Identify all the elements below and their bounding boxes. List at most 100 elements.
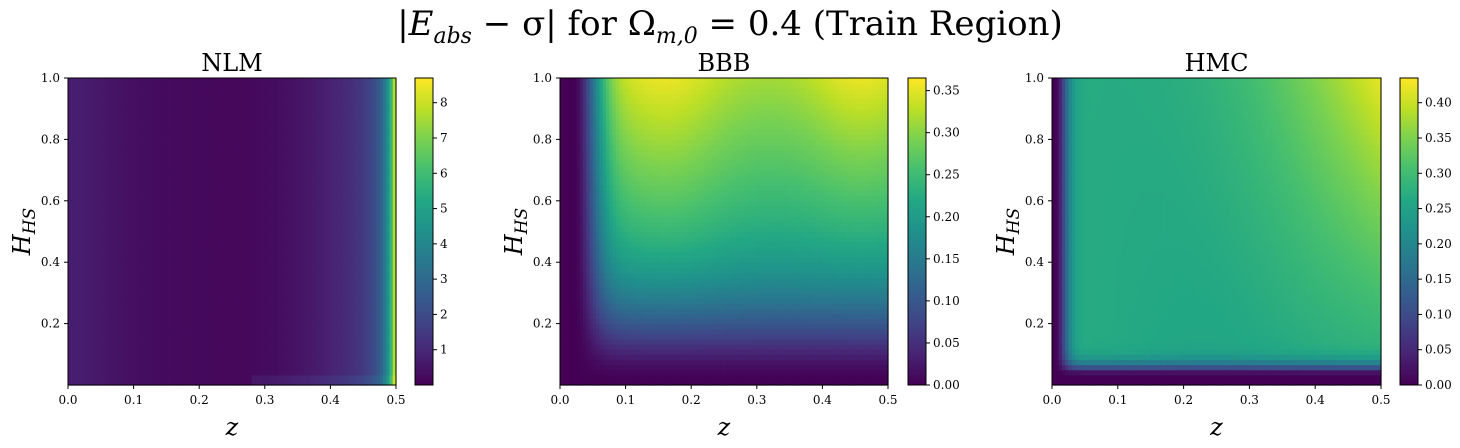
nlm-heatmap-cell — [81, 216, 85, 222]
nlm-heatmap-cell — [94, 313, 99, 320]
nlm-heatmap-cell — [294, 379, 299, 386]
nlm-heatmap-cell — [202, 328, 207, 335]
nlm-heatmap-cell — [225, 374, 230, 381]
nlm-heatmap-cell — [130, 318, 135, 325]
nlm-heatmap-cell — [330, 211, 335, 217]
nlm-heatmap-cell — [320, 262, 325, 268]
nlm-heatmap-cell — [104, 344, 108, 350]
nlm-heatmap-cell — [176, 282, 181, 289]
nlm-heatmap-cell — [120, 211, 125, 217]
nlm-heatmap-cell — [117, 226, 122, 233]
nlm-heatmap-cell — [310, 328, 315, 335]
nlm-heatmap-cell — [310, 246, 315, 253]
nlm-heatmap-cell — [232, 328, 236, 335]
nlm-heatmap-cell — [277, 246, 282, 253]
nlm-heatmap-cell — [248, 308, 253, 314]
nlm-heatmap-cell — [71, 262, 76, 268]
nlm-heatmap-cell — [107, 379, 112, 386]
nlm-heatmap-cell — [277, 323, 282, 330]
nlm-heatmap-cell — [195, 236, 200, 243]
nlm-heatmap-cell — [143, 200, 148, 207]
nlm-heatmap-cell — [323, 308, 328, 314]
nlm-heatmap-cell — [379, 257, 384, 263]
nlm-heatmap-cell — [294, 349, 299, 355]
nlm-heatmap-cell — [182, 205, 187, 212]
nlm-heatmap-cell — [87, 354, 92, 361]
nlm-heatmap-cell — [182, 226, 187, 233]
nlm-heatmap-cell — [320, 308, 325, 314]
nlm-heatmap-cell — [159, 298, 164, 304]
nlm-heatmap-cell — [163, 308, 167, 314]
nlm-heatmap-cell — [300, 200, 305, 207]
nlm-heatmap-cell — [100, 292, 105, 299]
nlm-heatmap-cell — [127, 277, 131, 284]
nlm-heatmap-cell — [346, 236, 351, 243]
nlm-heatmap-cell — [143, 359, 148, 366]
nlm-heatmap-cell — [172, 354, 177, 361]
nlm-heatmap-cell — [330, 344, 335, 350]
nlm-heatmap-cell — [94, 257, 99, 263]
nlm-heatmap-cell — [110, 251, 115, 258]
nlm-heatmap-cell — [120, 349, 125, 355]
nlm-heatmap-cell — [74, 313, 79, 320]
nlm-heatmap-cell — [136, 298, 141, 304]
nlm-heatmap-cell — [271, 241, 276, 248]
nlm-heatmap-cell — [369, 287, 374, 294]
nlm-heatmap-cell — [366, 257, 371, 263]
nlm-heatmap-cell — [107, 272, 112, 279]
nlm-heatmap-cell — [127, 257, 131, 263]
nlm-heatmap-cell — [163, 328, 167, 335]
nlm-heatmap-cell — [369, 369, 374, 376]
nlm-heatmap-cell — [186, 221, 190, 227]
nlm-heatmap-cell — [330, 359, 335, 366]
nlm-heatmap-cell — [186, 354, 190, 361]
nlm-heatmap-cell — [123, 354, 128, 361]
nlm-heatmap-cell — [359, 216, 364, 222]
nlm-heatmap-cell — [291, 257, 295, 263]
nlm-heatmap-cell — [251, 277, 256, 284]
nlm-heatmap-cell — [143, 257, 148, 263]
nlm-heatmap-cell — [359, 333, 364, 340]
nlm-heatmap-cell — [304, 379, 309, 386]
nlm-heatmap-cell — [107, 195, 112, 202]
nlm-heatmap-cell — [232, 262, 236, 268]
nlm-heatmap-cell — [123, 318, 128, 325]
nlm-heatmap-cell — [205, 369, 210, 376]
nlm-heatmap-cell — [356, 338, 361, 345]
nlm-heatmap-cell — [304, 246, 309, 253]
nlm-heatmap-cell — [87, 272, 92, 279]
nlm-heatmap-cell — [268, 231, 272, 238]
nlm-heatmap-cell — [248, 236, 253, 243]
nlm-heatmap-cell — [166, 323, 171, 330]
nlm-heatmap-cell — [228, 262, 233, 268]
nlm-heatmap-cell — [202, 231, 207, 238]
nlm-heatmap-cell — [222, 226, 227, 233]
nlm-heatmap-cell — [307, 241, 312, 248]
nlm-heatmap-cell — [261, 205, 266, 212]
nlm-heatmap-cell — [327, 282, 331, 289]
nlm-heatmap-cell — [327, 257, 331, 263]
nlm-heatmap-cell — [153, 292, 158, 299]
nlm-heatmap-cell — [123, 257, 128, 263]
nlm-heatmap-cell — [238, 354, 243, 361]
nlm-heatmap-cell — [140, 354, 145, 361]
nlm-heatmap-cell — [166, 257, 171, 263]
nlm-heatmap-cell — [159, 338, 164, 345]
nlm-heatmap-cell — [68, 292, 72, 299]
nlm-heatmap-cell — [222, 369, 227, 376]
nlm-heatmap-cell — [215, 374, 220, 381]
nlm-heatmap-cell — [258, 231, 263, 238]
nlm-heatmap-cell — [117, 231, 122, 238]
nlm-heatmap-cell — [297, 338, 302, 345]
nlm-heatmap-cell — [110, 318, 115, 325]
nlm-heatmap-cell — [90, 364, 95, 371]
nlm-heatmap-cell — [343, 246, 348, 253]
nlm-heatmap-cell — [77, 328, 82, 335]
nlm-heatmap-cell — [386, 236, 391, 243]
nlm-heatmap-cell — [356, 364, 361, 371]
nlm-heatmap-cell — [363, 287, 368, 294]
nlm-heatmap-cell — [346, 369, 351, 376]
nlm-heatmap-cell — [153, 338, 158, 345]
nlm-heatmap-cell — [317, 313, 322, 320]
nlm-heatmap-cell — [294, 364, 299, 371]
